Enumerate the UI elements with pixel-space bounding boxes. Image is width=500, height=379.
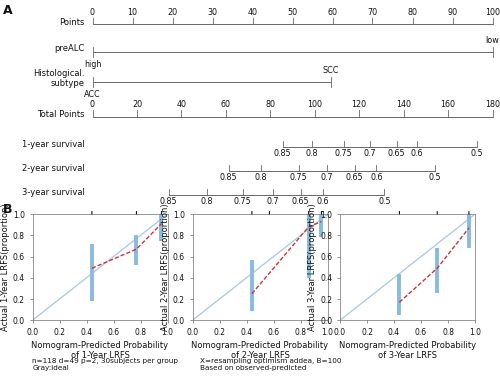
Text: ACC: ACC	[84, 91, 101, 99]
Text: 0: 0	[90, 8, 95, 17]
Text: 40: 40	[248, 8, 258, 17]
Text: 0.7: 0.7	[320, 173, 333, 182]
Text: 80: 80	[408, 8, 418, 17]
Text: 0.5: 0.5	[470, 149, 483, 158]
Text: 0.75: 0.75	[335, 149, 352, 158]
Text: 40: 40	[176, 100, 186, 110]
Text: 0.8: 0.8	[200, 197, 213, 206]
Text: 1-year survival: 1-year survival	[22, 140, 85, 149]
Text: Points: Points	[60, 17, 85, 27]
Text: Histological.
subtype: Histological. subtype	[34, 69, 85, 88]
Text: 100: 100	[485, 8, 500, 17]
Text: 0.6: 0.6	[370, 173, 382, 182]
Text: 0: 0	[90, 100, 95, 110]
Text: 120: 120	[352, 100, 366, 110]
Text: 0.85: 0.85	[274, 149, 291, 158]
Text: 0.6: 0.6	[410, 149, 423, 158]
Text: 20: 20	[132, 100, 142, 110]
Text: 50: 50	[288, 8, 298, 17]
Text: 10: 10	[128, 8, 138, 17]
Text: low: low	[486, 36, 500, 45]
Text: 70: 70	[368, 8, 378, 17]
Text: 0.8: 0.8	[306, 149, 318, 158]
Text: 3-year survival: 3-year survival	[22, 188, 85, 197]
X-axis label: Nomogram-Predicted Probability
of 1-Year LRFS: Nomogram-Predicted Probability of 1-Year…	[32, 341, 168, 360]
X-axis label: Nomogram-Predicted Probability
of 2-Year LRFS: Nomogram-Predicted Probability of 2-Year…	[192, 341, 328, 360]
Text: 2-year survival: 2-year survival	[22, 164, 85, 173]
Text: 0.7: 0.7	[266, 197, 279, 206]
Text: 60: 60	[328, 8, 338, 17]
Text: 100: 100	[307, 100, 322, 110]
Text: 0.85: 0.85	[220, 173, 238, 182]
Text: 180: 180	[485, 100, 500, 110]
Y-axis label: Actual 3-Year LRFS(proportion): Actual 3-Year LRFS(proportion)	[308, 203, 318, 331]
X-axis label: Nomogram-Predicted Probability
of 3-Year LRFS: Nomogram-Predicted Probability of 3-Year…	[339, 341, 476, 360]
Text: 0.5: 0.5	[428, 173, 441, 182]
Text: X=resampling optimism addea, B=100
Based on observed-predicted: X=resampling optimism addea, B=100 Based…	[200, 359, 342, 371]
Text: 140: 140	[396, 100, 411, 110]
Text: 0.65: 0.65	[292, 197, 310, 206]
Text: 0.8: 0.8	[254, 173, 267, 182]
Text: 160: 160	[440, 100, 456, 110]
Text: 80: 80	[266, 100, 276, 110]
Text: 0.75: 0.75	[290, 173, 308, 182]
Text: 20: 20	[168, 8, 177, 17]
Text: 0.85: 0.85	[160, 197, 178, 206]
Text: A: A	[2, 4, 12, 17]
Text: high: high	[84, 60, 101, 69]
Text: 30: 30	[208, 8, 218, 17]
Text: Total Points: Total Points	[38, 110, 85, 119]
Text: 0.65: 0.65	[388, 149, 406, 158]
Text: 0.65: 0.65	[346, 173, 364, 182]
Text: 0.6: 0.6	[316, 197, 329, 206]
Text: SCC: SCC	[322, 66, 338, 75]
Text: n=118 d=49 p=2, 30subjects per group
Gray:ideal: n=118 d=49 p=2, 30subjects per group Gra…	[32, 359, 178, 371]
Text: preALC: preALC	[54, 44, 85, 53]
Text: 0.75: 0.75	[234, 197, 252, 206]
Y-axis label: Actual 2-Year LRFS(proportion): Actual 2-Year LRFS(proportion)	[161, 204, 170, 331]
Text: 0.5: 0.5	[378, 197, 391, 206]
Y-axis label: Actual 1-Year LRFS(proportion): Actual 1-Year LRFS(proportion)	[1, 204, 10, 331]
Text: 0.7: 0.7	[364, 149, 376, 158]
Text: 90: 90	[448, 8, 458, 17]
Text: B: B	[2, 203, 12, 216]
Text: 60: 60	[221, 100, 231, 110]
